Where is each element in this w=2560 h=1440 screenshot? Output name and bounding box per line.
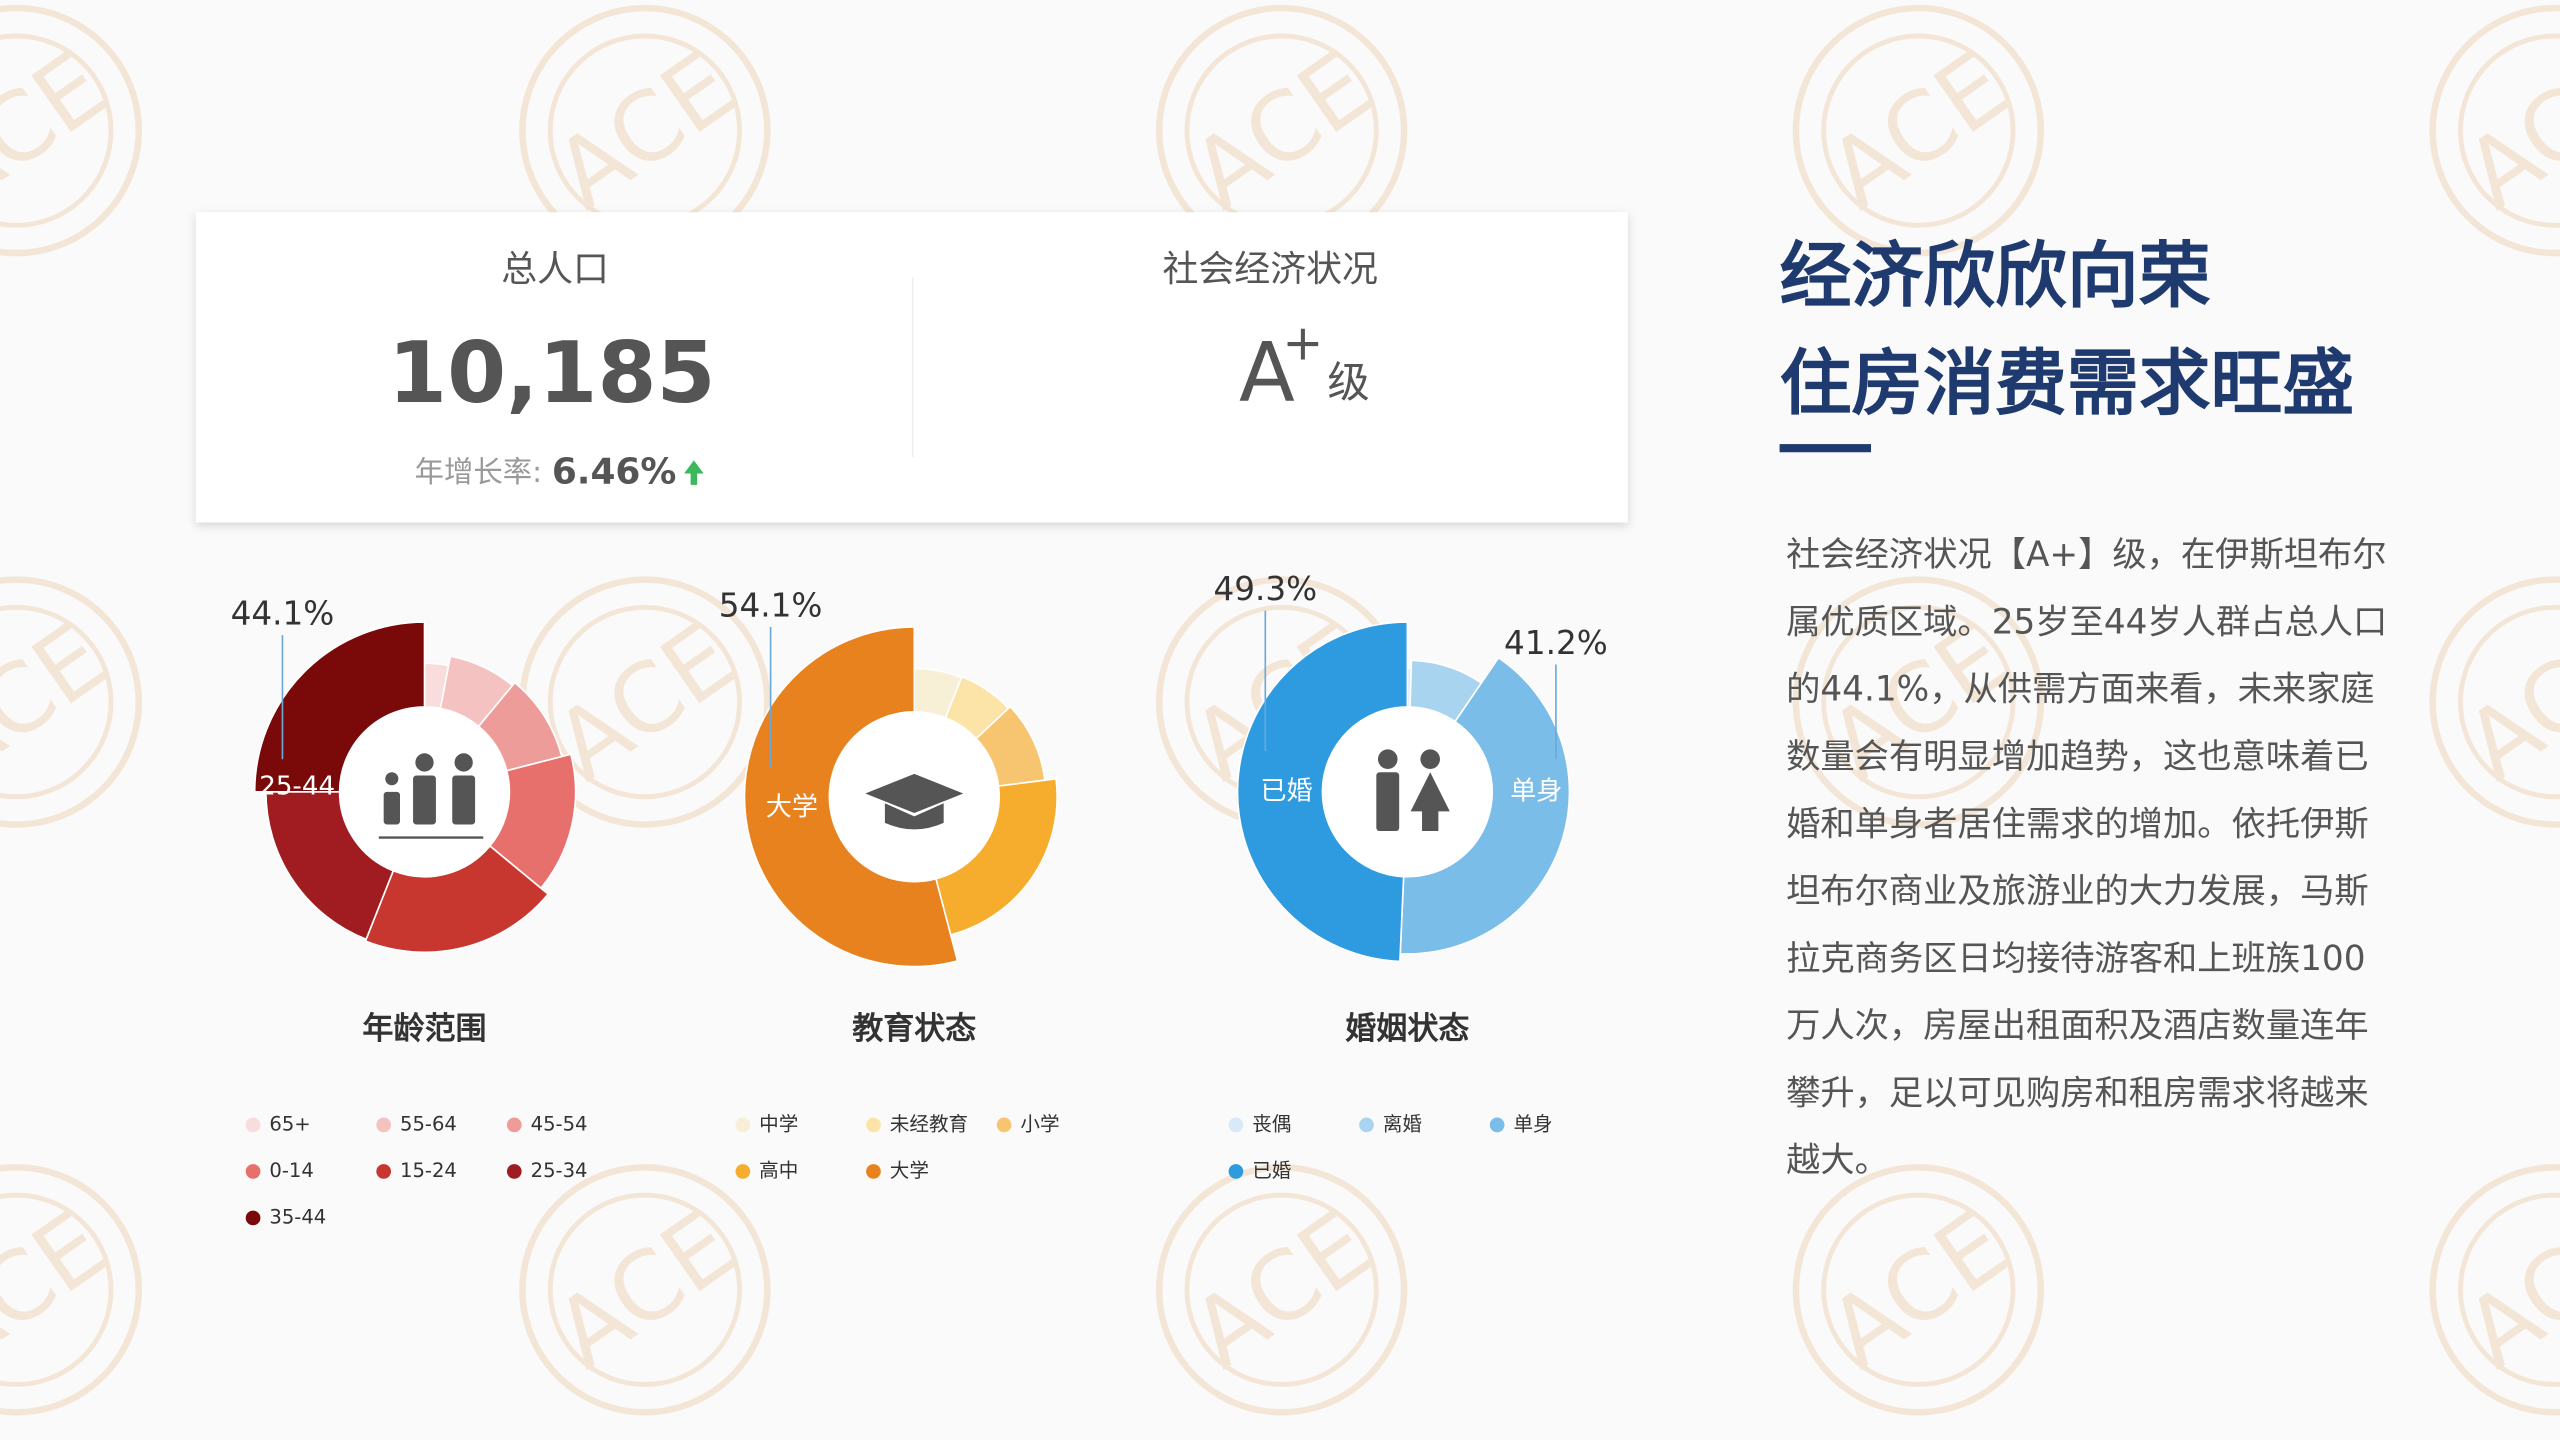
icon <box>415 753 434 772</box>
kpi-label: 社会经济状况 <box>1162 249 1377 290</box>
legend-swatch <box>245 1117 261 1133</box>
annotation: 44.1% <box>231 595 335 633</box>
legend-label: 丧偶 <box>1252 1112 1291 1135</box>
icon <box>865 773 964 814</box>
annotation: 54.1% <box>719 586 823 624</box>
paragraph-line: 坦布尔商业及旅游业的大力发展，马斯 <box>1786 872 2369 912</box>
paragraph-line: 攀升，足以可见购房和租房需求将越来 <box>1786 1073 2369 1113</box>
growth-value: 6.46% <box>552 451 677 492</box>
paragraph-line: 社会经济状况【A+】级，在伊斯坦布尔 <box>1786 535 2386 575</box>
legend-label: 已婚 <box>1252 1159 1291 1182</box>
legend-swatch <box>245 1164 261 1179</box>
charts: 44.1% 25-44 年龄范围 65+ 55-64 45-54 0-14 15-24 25-3… <box>231 570 1608 1228</box>
legend-swatch <box>735 1164 751 1179</box>
icon <box>1376 772 1400 832</box>
icon <box>1420 749 1440 769</box>
icon <box>884 803 944 830</box>
legend-swatch <box>506 1164 522 1179</box>
legend-label: 未经教育 <box>890 1112 968 1135</box>
paragraph-line: 拉克商务区日均接待游客和上班族100 <box>1786 939 2365 979</box>
legend-label: 小学 <box>1020 1112 1059 1135</box>
headline-underline <box>1779 444 1872 453</box>
paragraph: 社会经济状况【A+】级，在伊斯坦布尔属优质区域。25岁至44岁人群占总人口的44… <box>1786 535 2387 1180</box>
icon <box>413 775 436 825</box>
icon <box>454 753 473 772</box>
icon <box>452 775 476 825</box>
annotation: 49.3% <box>1213 570 1317 608</box>
legend-swatch <box>735 1117 751 1133</box>
paragraph-line: 属优质区域。25岁至44岁人群占总人口 <box>1786 603 2387 643</box>
legend-label: 55-64 <box>400 1112 457 1135</box>
paragraph-line: 越大。 <box>1786 1141 1889 1181</box>
annotation: 41.2% <box>1504 624 1608 662</box>
icon <box>385 772 399 786</box>
legend-label: 45-54 <box>531 1112 588 1135</box>
kpi-label: 总人口 <box>501 249 609 290</box>
legend-label: 大学 <box>890 1159 929 1182</box>
legend-label: 单身 <box>1513 1112 1552 1135</box>
legend-label: 65+ <box>269 1112 310 1135</box>
legend-swatch <box>1228 1117 1244 1133</box>
legend-swatch <box>866 1117 881 1133</box>
legend-label: 35-44 <box>269 1205 326 1228</box>
rating-suffix: 级 <box>1327 359 1369 408</box>
segment-label: 25-44 <box>259 771 335 801</box>
legend-swatch <box>1359 1117 1374 1133</box>
rating: A <box>1239 326 1295 421</box>
legend-label: 高中 <box>759 1159 798 1182</box>
paragraph-line: 数量会有明显增加趋势，这也意味着已 <box>1786 737 2369 777</box>
icon <box>383 791 400 825</box>
segment-label: 已婚 <box>1260 776 1312 806</box>
pie-segment <box>1236 621 1409 963</box>
segment-label: 大学 <box>766 793 818 823</box>
paragraph-line: 万人次，房屋出租面积及酒店数量连年 <box>1786 1006 2369 1046</box>
legend-swatch <box>376 1164 392 1179</box>
chart-title: 年龄范围 <box>362 1011 486 1047</box>
legend-swatch <box>866 1164 881 1179</box>
legend-label: 15-24 <box>400 1159 457 1182</box>
legend-swatch <box>506 1117 522 1133</box>
legend-label: 25-34 <box>531 1159 588 1182</box>
legend-swatch <box>1489 1117 1505 1133</box>
rating-sup: + <box>1282 315 1323 372</box>
chart-title: 教育状态 <box>852 1011 976 1047</box>
legend-swatch <box>245 1210 261 1226</box>
up-arrow <box>684 460 704 485</box>
icon <box>1377 749 1398 769</box>
headline: 住房消费需求旺盛 <box>1780 341 2355 425</box>
chart-title: 婚姻状态 <box>1345 1011 1469 1047</box>
donut-hole <box>1322 706 1493 877</box>
legend-swatch <box>996 1117 1012 1133</box>
paragraph-line: 的44.1%，从供需方面来看，未来家庭 <box>1786 670 2375 710</box>
growth-label: 年增长率: <box>415 455 542 489</box>
icon <box>1410 772 1450 832</box>
legend-label: 中学 <box>759 1112 798 1135</box>
legend-label: 离婚 <box>1383 1112 1422 1135</box>
legend-swatch <box>1228 1164 1244 1179</box>
segment-label: 单身 <box>1510 776 1562 806</box>
legend-label: 0-14 <box>269 1159 313 1182</box>
kpi-value: 10,185 <box>388 324 716 423</box>
legend-swatch <box>376 1117 392 1133</box>
paragraph-line: 婚和单身者居住需求的增加。依托伊斯 <box>1786 804 2369 844</box>
headline: 经济欣欣向荣 <box>1780 233 2211 317</box>
